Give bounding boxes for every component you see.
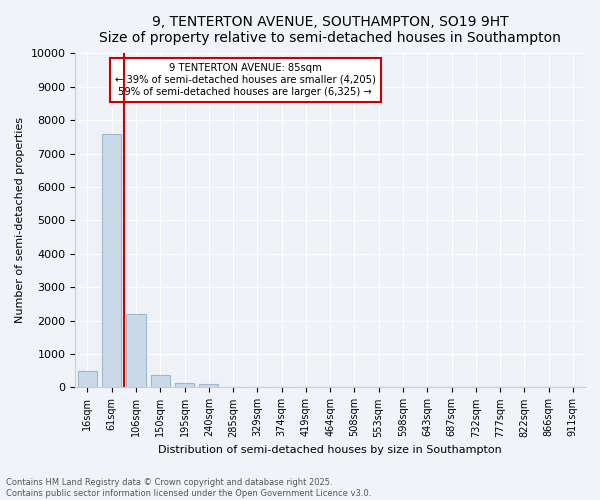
Text: Contains HM Land Registry data © Crown copyright and database right 2025.
Contai: Contains HM Land Registry data © Crown c… <box>6 478 371 498</box>
X-axis label: Distribution of semi-detached houses by size in Southampton: Distribution of semi-detached houses by … <box>158 445 502 455</box>
Text: 9 TENTERTON AVENUE: 85sqm
← 39% of semi-detached houses are smaller (4,205)
59% : 9 TENTERTON AVENUE: 85sqm ← 39% of semi-… <box>115 64 376 96</box>
Bar <box>102 134 121 388</box>
Bar <box>78 370 97 388</box>
Bar <box>126 314 146 388</box>
Bar <box>199 384 218 388</box>
Bar <box>175 383 194 388</box>
Y-axis label: Number of semi-detached properties: Number of semi-detached properties <box>15 118 25 324</box>
Title: 9, TENTERTON AVENUE, SOUTHAMPTON, SO19 9HT
Size of property relative to semi-det: 9, TENTERTON AVENUE, SOUTHAMPTON, SO19 9… <box>99 15 561 45</box>
Bar <box>151 374 170 388</box>
